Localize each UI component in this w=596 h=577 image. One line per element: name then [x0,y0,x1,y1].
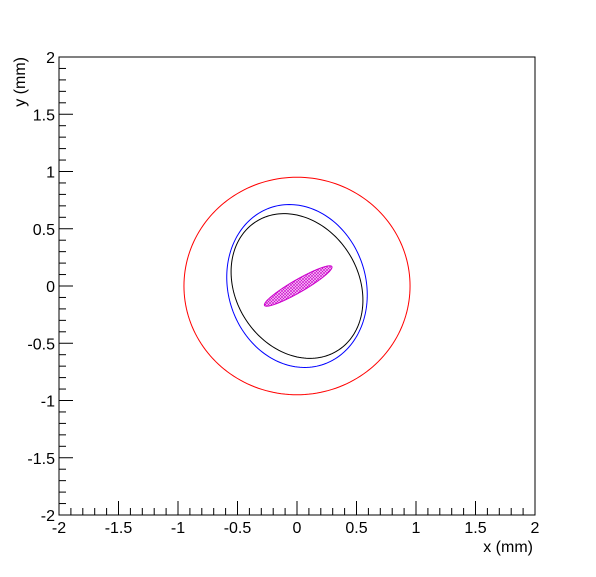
x-tick-label: 1.5 [464,520,486,537]
y-tick-label: 1.5 [33,107,55,124]
x-tick-label: -2 [52,520,66,537]
y-tick-label: 0 [46,279,55,296]
x-tick-label: 0 [293,520,302,537]
ellipse [226,204,368,368]
y-tick-label: -1.5 [27,451,55,468]
x-tick-label: -1 [171,520,185,537]
x-tick-label: 1 [412,520,421,537]
y-tick-label: 2 [46,50,55,67]
y-tick-label: -1 [41,394,55,411]
y-tick-label: 0.5 [33,222,55,239]
ellipse [183,176,411,396]
ellipse [230,213,364,359]
y-tick-label: -0.5 [27,336,55,353]
x-axis-label: x (mm) [483,539,533,556]
x-tick-label: -0.5 [224,520,252,537]
y-axis-label: y (mm) [12,57,29,107]
ellipse [263,265,333,307]
x-tick-label: -1.5 [105,520,133,537]
y-tick-label: -2 [41,508,55,525]
y-tick-label: 1 [46,165,55,182]
x-tick-label: 0.5 [345,520,367,537]
x-tick-label: 2 [531,520,540,537]
